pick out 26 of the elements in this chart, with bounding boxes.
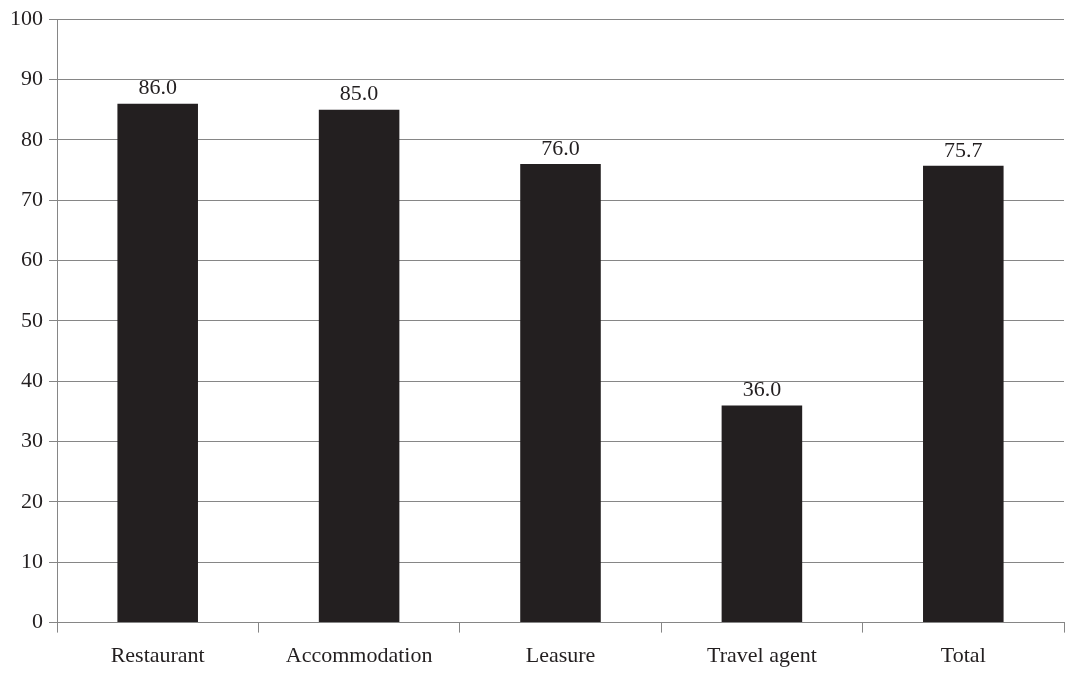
bar: [923, 165, 1004, 623]
data-label: 86.0: [138, 74, 177, 100]
y-tick-label: 30: [21, 427, 43, 453]
x-tick-label: Total: [940, 641, 986, 667]
y-tick-label: 10: [21, 548, 43, 574]
bar: [721, 405, 803, 623]
y-tick-label: 80: [21, 125, 43, 151]
y-tick-label: 50: [21, 306, 43, 332]
bar: [318, 109, 400, 623]
data-label: 36.0: [742, 376, 782, 402]
y-tick-label: 40: [21, 367, 43, 393]
y-tick-label: 90: [21, 65, 43, 91]
bar: [520, 164, 601, 623]
data-label: 76.0: [541, 134, 580, 160]
y-tick-label: 100: [10, 4, 43, 30]
data-label: 85.0: [339, 80, 379, 106]
x-tick-label: Restaurant: [110, 641, 205, 667]
data-label: 75.7: [944, 136, 983, 162]
y-tick-label: 60: [21, 246, 43, 272]
bar: [117, 103, 198, 623]
x-tick-label: Leasure: [525, 641, 596, 667]
y-tick-label: 0: [32, 608, 43, 634]
y-tick-label: 20: [21, 487, 43, 513]
x-tick-label: Accommodation: [285, 641, 433, 667]
x-tick-label: Travel agent: [707, 641, 817, 667]
y-tick-label: 70: [21, 186, 43, 211]
